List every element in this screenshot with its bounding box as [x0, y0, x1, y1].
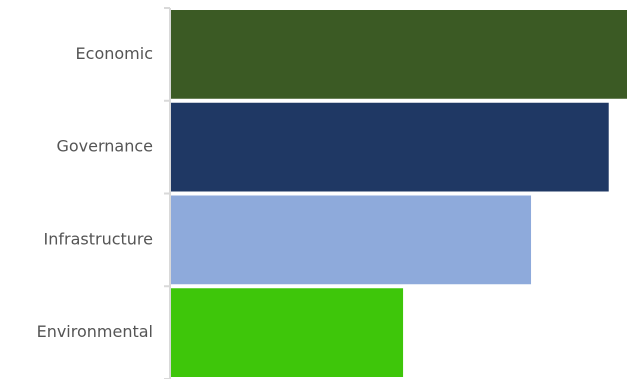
- category-labels: Economic Governance Infrastructure Environm…: [37, 44, 153, 341]
- category-label-environmental: Environmental: [37, 322, 153, 341]
- category-label-economic: Economic: [76, 44, 153, 63]
- bar-environmental[interactable]: [171, 288, 404, 377]
- category-label-governance: Governance: [56, 137, 153, 156]
- category-label-infrastructure: Infrastructure: [44, 229, 153, 248]
- bar-series: [171, 10, 627, 377]
- bar-infrastructure[interactable]: [171, 195, 532, 285]
- bar-economic[interactable]: [171, 10, 627, 99]
- y-axis: [164, 7, 171, 379]
- bar-governance[interactable]: [171, 102, 609, 192]
